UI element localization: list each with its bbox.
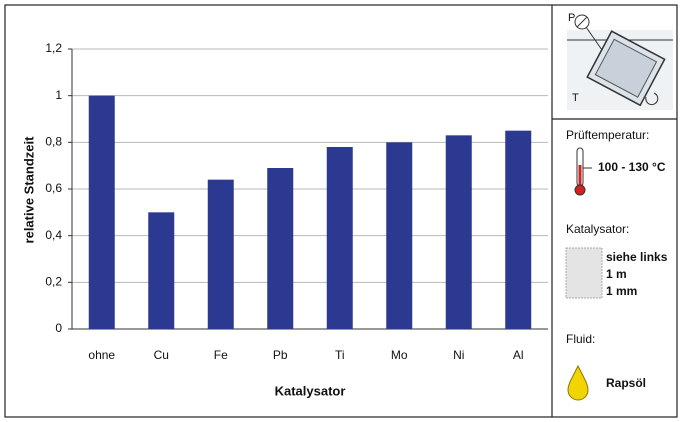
- bar: [88, 95, 115, 330]
- y-tick-label: 0,6: [45, 181, 62, 195]
- outer-border: [4, 4, 678, 418]
- catalyst-line: siehe links: [606, 250, 668, 264]
- x-tick-label: Pb: [273, 348, 288, 362]
- catalyst-title: Katalysator:: [566, 222, 629, 236]
- y-tick-label: 0: [55, 321, 62, 335]
- temperature-value: 100 - 130 °C: [598, 160, 666, 174]
- thermometer-icon: [574, 147, 592, 196]
- y-tick-label: 0,4: [45, 228, 62, 242]
- bar: [326, 147, 353, 329]
- catalyst-line: 1 mm: [606, 284, 637, 298]
- bar: [207, 179, 234, 329]
- temperature-title: Prüftemperatur:: [566, 128, 649, 142]
- y-axis-label: relative Standzeit: [21, 136, 36, 244]
- y-tick-label: 1,2: [45, 41, 62, 55]
- x-tick-label: Fe: [214, 348, 228, 362]
- bar: [267, 168, 294, 329]
- bar: [445, 135, 472, 329]
- x-axis-label: Katalysator: [275, 383, 346, 398]
- bar: [386, 142, 413, 329]
- catalyst-line: 1 m: [606, 267, 627, 281]
- diagram-t-label: T: [572, 92, 579, 104]
- catalyst-sample: [565, 247, 603, 299]
- y-tick-label: 1: [55, 88, 62, 102]
- x-tick-label: Ti: [335, 348, 345, 362]
- fluid-value: Rapsöl: [606, 376, 646, 390]
- bar: [148, 212, 175, 329]
- bar: [505, 130, 532, 329]
- fluid-title: Fluid:: [566, 332, 595, 346]
- y-tick-label: 0,2: [45, 275, 62, 289]
- x-tick-label: Cu: [154, 348, 169, 362]
- x-tick-label: Al: [513, 348, 524, 362]
- y-tick-label: 0,8: [45, 135, 62, 149]
- x-tick-label: Ni: [453, 348, 464, 362]
- test-diagram: P T: [567, 12, 673, 110]
- x-tick-label: Mo: [391, 348, 408, 362]
- oil-drop-icon: [567, 364, 589, 401]
- diagram-p-label: P: [568, 12, 575, 24]
- x-tick-label: ohne: [88, 348, 115, 362]
